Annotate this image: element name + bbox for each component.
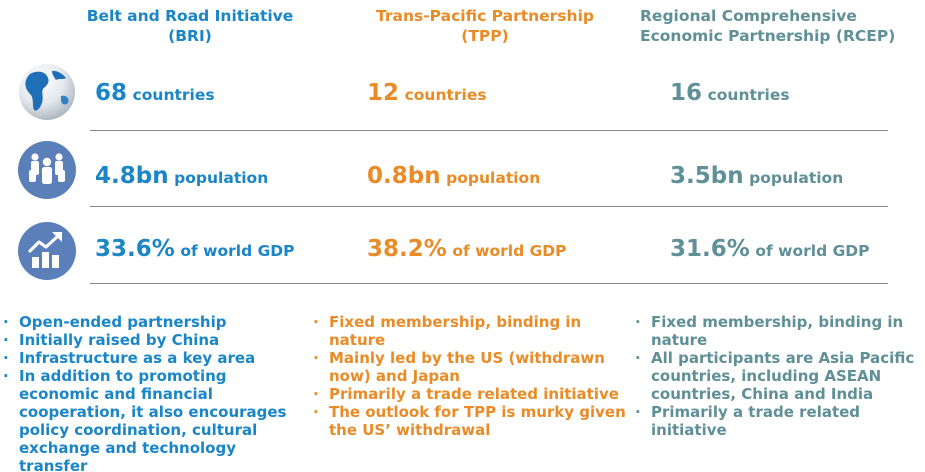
divider-3 [90, 283, 888, 284]
list-item: Fixed membership, binding in nature [632, 313, 922, 349]
list-item: Primarily a trade related initiative [632, 403, 922, 439]
list-item: Mainly led by the US (withdrawn now) and… [310, 349, 628, 385]
tpp-countries-value: 12 [367, 80, 400, 106]
rcep-population-value: 3.5bn [670, 163, 744, 189]
tpp-population-unit: population [446, 169, 541, 187]
rcep-countries: 16 countries [670, 80, 790, 106]
list-item: Open-ended partnership [0, 313, 305, 331]
rcep-header: Regional Comprehensive Economic Partners… [640, 6, 925, 46]
tpp-title-line1: Trans-Pacific Partnership [376, 7, 594, 25]
tpp-gdp-value: 38.2% [367, 236, 447, 262]
rcep-title-line2: Economic Partnership (RCEP) [640, 27, 896, 45]
bri-gdp-unit: of world GDP [180, 242, 295, 260]
list-item: The outlook for TPP is murky given the U… [310, 403, 628, 439]
tpp-gdp-unit: of world GDP [452, 242, 567, 260]
rcep-bullets: Fixed membership, binding in nature All … [632, 313, 922, 439]
rcep-countries-unit: countries [707, 86, 790, 104]
tpp-countries-unit: countries [404, 86, 487, 104]
rcep-gdp: 31.6% of world GDP [670, 236, 870, 262]
bri-header: Belt and Road Initiative (BRI) [60, 6, 320, 46]
bri-population: 4.8bn population [95, 163, 268, 189]
bri-countries-unit: countries [132, 86, 215, 104]
rcep-population: 3.5bn population [670, 163, 843, 189]
bri-bullets: Open-ended partnership Initially raised … [0, 313, 305, 472]
list-item: Primarily a trade related initiative [310, 385, 628, 403]
rcep-title-line1: Regional Comprehensive [640, 7, 857, 25]
tpp-population: 0.8bn population [367, 163, 540, 189]
tpp-gdp: 38.2% of world GDP [367, 236, 567, 262]
bri-title-line2: (BRI) [168, 27, 212, 45]
tpp-bullets: Fixed membership, binding in nature Main… [310, 313, 628, 439]
rcep-gdp-unit: of world GDP [755, 242, 870, 260]
list-item: Fixed membership, binding in nature [310, 313, 628, 349]
list-item: Initially raised by China [0, 331, 305, 349]
divider-2 [90, 206, 888, 207]
globe-icon [19, 64, 75, 120]
rcep-countries-value: 16 [670, 80, 703, 106]
chart-growth-icon [18, 222, 76, 280]
rcep-population-unit: population [749, 169, 844, 187]
list-item: Infrastructure as a key area [0, 349, 305, 367]
bri-countries: 68 countries [95, 80, 215, 106]
rcep-gdp-value: 31.6% [670, 236, 750, 262]
tpp-population-value: 0.8bn [367, 163, 441, 189]
bri-gdp: 33.6% of world GDP [95, 236, 295, 262]
bri-population-unit: population [174, 169, 269, 187]
tpp-header: Trans-Pacific Partnership (TPP) [340, 6, 630, 46]
people-icon [18, 141, 76, 199]
divider-1 [90, 130, 888, 131]
tpp-countries: 12 countries [367, 80, 487, 106]
bri-countries-value: 68 [95, 80, 128, 106]
bri-title-line1: Belt and Road Initiative [86, 7, 294, 25]
bri-population-value: 4.8bn [95, 163, 169, 189]
tpp-title-line2: (TPP) [461, 27, 509, 45]
list-item: In addition to promoting economic and fi… [0, 367, 305, 472]
list-item: All participants are Asia Pacific countr… [632, 349, 922, 403]
bri-gdp-value: 33.6% [95, 236, 175, 262]
